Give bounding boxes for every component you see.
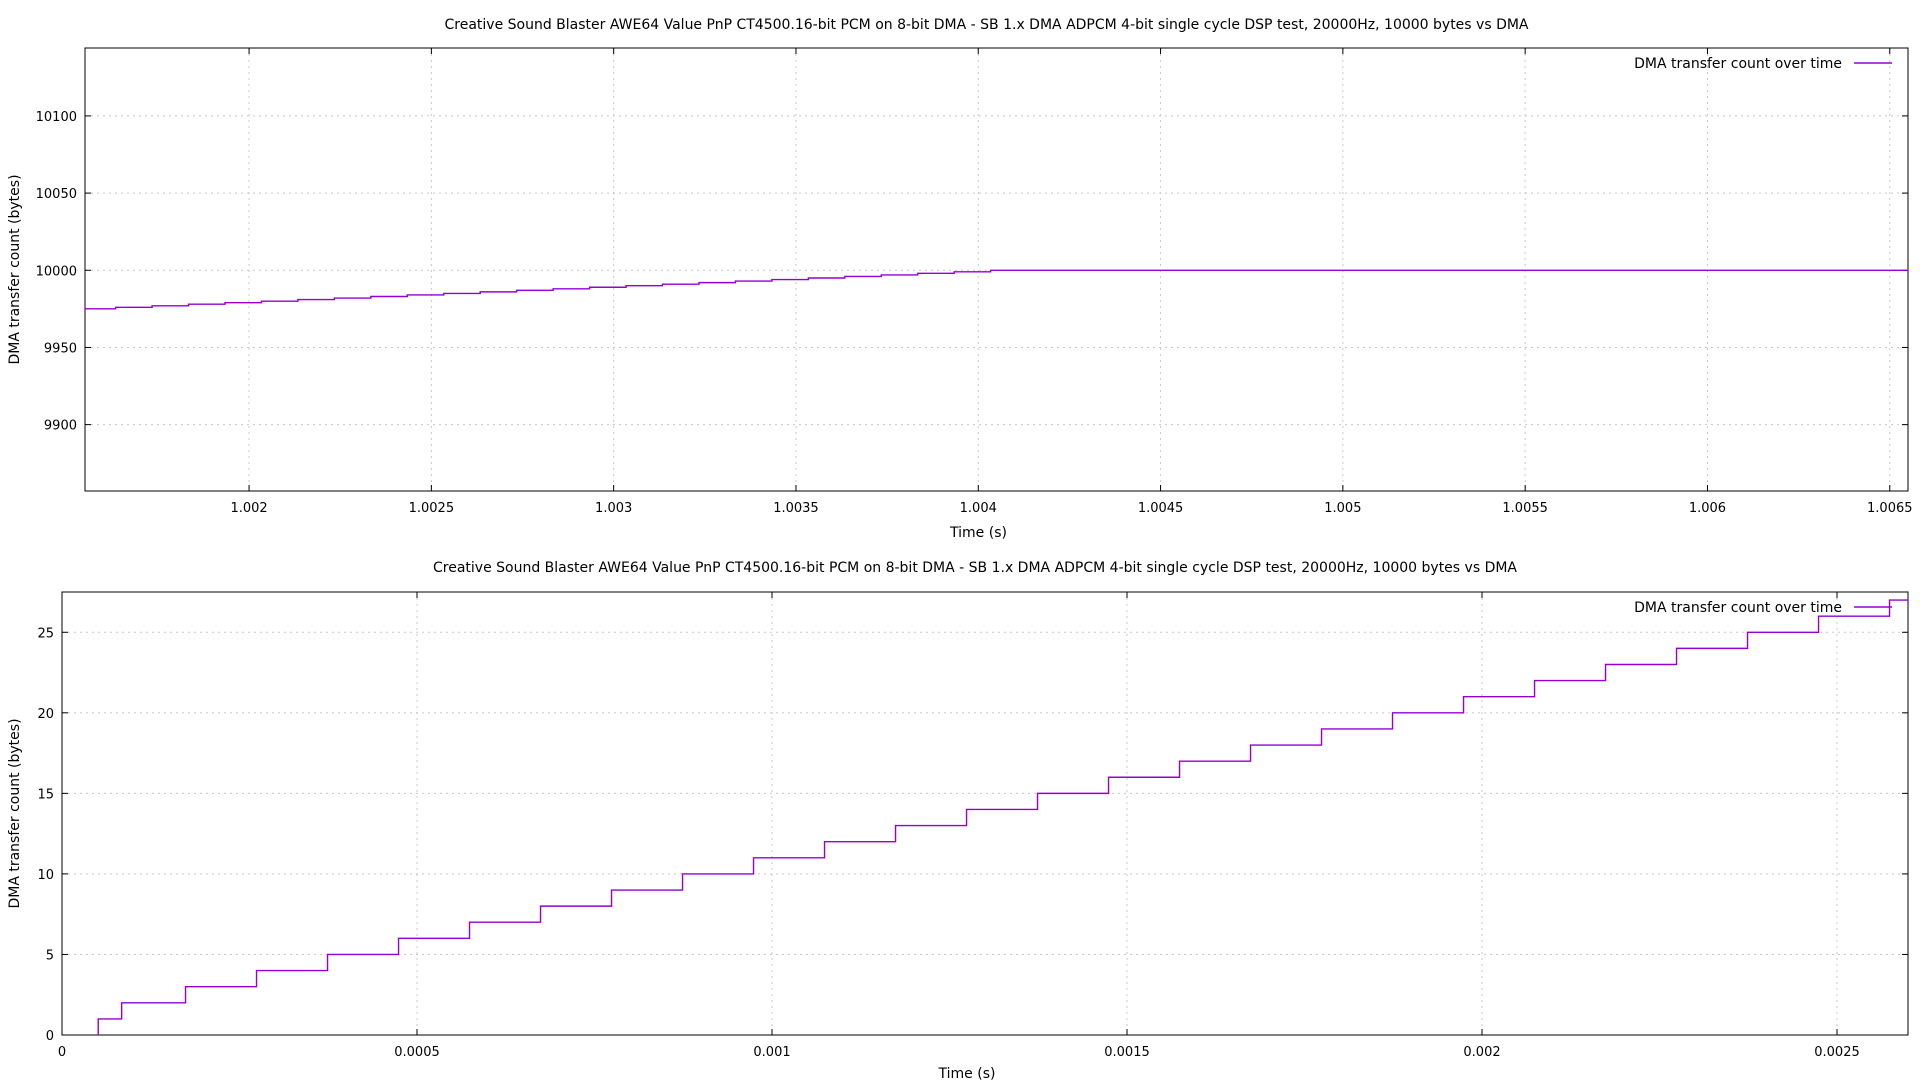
x-tick-label: 1.004 bbox=[960, 501, 997, 516]
y-tick-label: 9950 bbox=[44, 341, 77, 356]
x-tick-label: 1.006 bbox=[1689, 501, 1726, 516]
plot-frame bbox=[84, 47, 1909, 492]
x-tick-label: 1.0025 bbox=[409, 501, 455, 516]
legend-label: DMA transfer count over time bbox=[1634, 600, 1842, 616]
y-tick-label: 10 bbox=[37, 868, 54, 883]
x-tick-label: 1.0045 bbox=[1138, 501, 1184, 516]
y-tick-label: 25 bbox=[37, 626, 54, 641]
chart-top: Creative Sound Blaster AWE64 Value PnP C… bbox=[7, 17, 1913, 541]
y-tick-label: 0 bbox=[46, 1029, 54, 1044]
x-tick-label: 1.0055 bbox=[1502, 501, 1548, 516]
chart-title: Creative Sound Blaster AWE64 Value PnP C… bbox=[444, 17, 1528, 33]
chart-bottom: Creative Sound Blaster AWE64 Value PnP C… bbox=[7, 560, 1909, 1080]
y-tick-label: 5 bbox=[46, 948, 54, 963]
x-axis-label: Time (s) bbox=[938, 1066, 996, 1080]
x-tick-label: 0.0015 bbox=[1104, 1045, 1150, 1060]
x-tick-label: 0.0025 bbox=[1814, 1045, 1860, 1060]
x-tick-label: 1.002 bbox=[230, 501, 267, 516]
y-tick-label: 15 bbox=[37, 787, 54, 802]
plot-frame bbox=[61, 591, 1909, 1036]
x-tick-label: 0.001 bbox=[753, 1045, 790, 1060]
series-line bbox=[97, 599, 1908, 1035]
x-tick-label: 1.003 bbox=[595, 501, 632, 516]
series-line bbox=[85, 269, 1908, 310]
x-tick-label: 1.0035 bbox=[773, 501, 819, 516]
chart-title: Creative Sound Blaster AWE64 Value PnP C… bbox=[433, 560, 1517, 576]
y-axis-label: DMA transfer count (bytes) bbox=[7, 718, 23, 908]
x-tick-label: 0.002 bbox=[1463, 1045, 1500, 1060]
x-tick-label: 0 bbox=[58, 1045, 66, 1060]
x-tick-label: 0.0005 bbox=[394, 1045, 440, 1060]
legend-label: DMA transfer count over time bbox=[1634, 56, 1842, 72]
y-tick-label: 20 bbox=[37, 707, 54, 722]
y-tick-label: 10100 bbox=[36, 110, 77, 125]
x-axis-label: Time (s) bbox=[949, 525, 1007, 541]
y-tick-label: 10050 bbox=[36, 187, 77, 202]
y-axis-label: DMA transfer count (bytes) bbox=[7, 174, 23, 364]
y-tick-label: 9900 bbox=[44, 419, 77, 434]
x-tick-label: 1.0065 bbox=[1867, 501, 1913, 516]
x-tick-label: 1.005 bbox=[1324, 501, 1361, 516]
y-tick-label: 10000 bbox=[36, 264, 77, 279]
